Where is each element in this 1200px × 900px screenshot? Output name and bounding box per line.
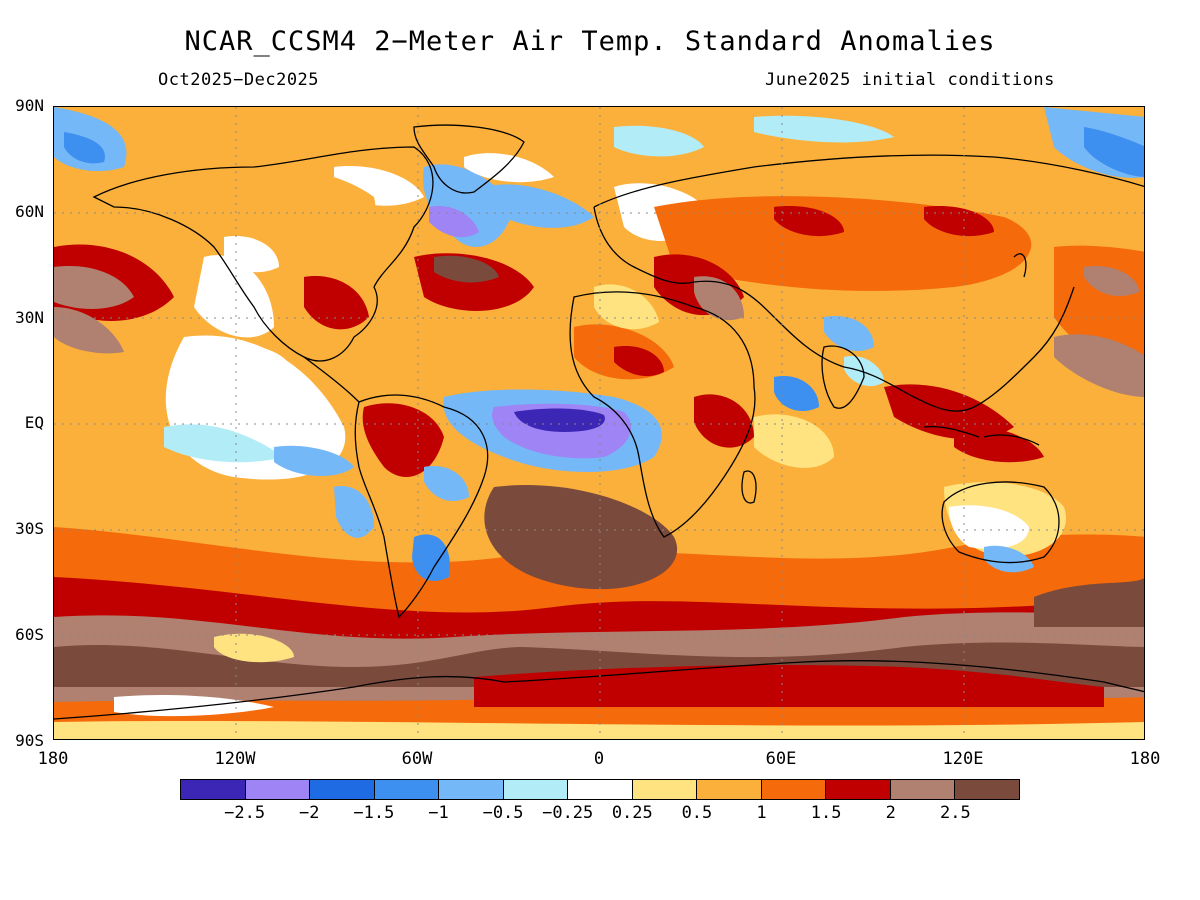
colorbar-label: −0.25 <box>542 803 594 823</box>
coastlines <box>54 124 1144 720</box>
lat-label-eq: EQ <box>24 413 44 432</box>
lon-label-180w: 180 <box>37 749 69 769</box>
lat-label-90n: 90N <box>15 96 44 115</box>
map-title: NCAR_CCSM4 2−Meter Air Temp. Standard An… <box>184 26 996 57</box>
colorbar-label: −2.5 <box>224 803 266 823</box>
colorbar-label: −1.5 <box>353 803 395 823</box>
lat-label-30s: 30S <box>15 519 44 538</box>
colorbar-label: 1 <box>756 803 767 823</box>
colorbar-box <box>826 780 891 799</box>
lat-label-30n: 30N <box>15 308 44 327</box>
lon-label-60e: 60E <box>765 749 797 769</box>
forecast-period: Oct2025−Dec2025 <box>158 70 320 90</box>
colorbar <box>180 779 1020 800</box>
lon-label-120w: 120W <box>214 749 256 769</box>
colorbar-box <box>632 780 698 799</box>
colorbar-label: 1.5 <box>810 803 842 823</box>
colorbar-label: 2.5 <box>940 803 971 823</box>
lon-label-120e: 120E <box>942 749 984 769</box>
colorbar-box <box>374 780 440 799</box>
colorbar-box <box>310 780 375 799</box>
colorbar-box <box>955 780 1019 799</box>
colorbar-label: −0.5 <box>482 803 524 823</box>
colorbar-box <box>503 780 569 799</box>
lat-label-90s: 90S <box>15 731 44 750</box>
graticule <box>54 107 1144 739</box>
colorbar-box <box>890 780 956 799</box>
colorbar-box <box>439 780 504 799</box>
colorbar-label: 0.5 <box>681 803 713 823</box>
anomaly-map-svg <box>54 107 1144 739</box>
lon-label-60w: 60W <box>401 749 433 769</box>
colorbar-box <box>761 780 827 799</box>
colorbar-box <box>181 780 246 799</box>
anomaly-map <box>53 106 1145 740</box>
lon-label-0: 0 <box>593 749 605 769</box>
colorbar-label: 2 <box>885 803 896 823</box>
colorbar-label: −1 <box>428 803 449 823</box>
colorbar-box <box>568 780 633 799</box>
colorbar-box <box>245 780 311 799</box>
lat-label-60s: 60S <box>15 625 44 644</box>
lon-label-180e: 180 <box>1129 749 1161 769</box>
colorbar-label: −2 <box>298 803 320 823</box>
lat-label-60n: 60N <box>15 202 44 221</box>
initial-conditions: June2025 initial conditions <box>765 70 1055 90</box>
colorbar-label: 0.25 <box>611 803 653 823</box>
colorbar-box <box>697 780 762 799</box>
